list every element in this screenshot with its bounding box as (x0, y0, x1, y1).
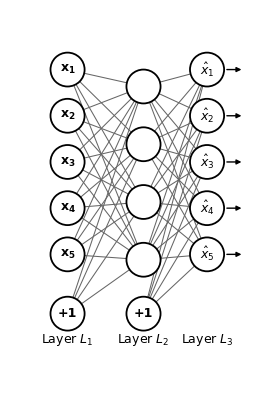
Circle shape (127, 297, 160, 330)
Circle shape (190, 145, 224, 179)
Text: $\mathbf{x_1}$: $\mathbf{x_1}$ (60, 63, 75, 76)
Circle shape (190, 191, 224, 225)
Circle shape (127, 70, 160, 104)
Circle shape (127, 185, 160, 219)
Text: Layer $L_3$: Layer $L_3$ (181, 332, 234, 348)
Circle shape (50, 145, 85, 179)
Circle shape (190, 238, 224, 271)
Text: $\hat{x}_2$: $\hat{x}_2$ (200, 107, 214, 125)
Text: $\hat{x}_3$: $\hat{x}_3$ (200, 153, 214, 171)
Circle shape (127, 127, 160, 161)
Text: $\hat{x}_4$: $\hat{x}_4$ (200, 199, 214, 217)
Circle shape (50, 297, 85, 330)
Text: $\mathbf{x_5}$: $\mathbf{x_5}$ (60, 248, 75, 261)
Circle shape (127, 243, 160, 277)
Text: +1: +1 (58, 307, 77, 320)
Text: $\mathbf{x_2}$: $\mathbf{x_2}$ (60, 109, 75, 122)
Text: Layer $L_2$: Layer $L_2$ (117, 332, 170, 348)
Text: Layer $L_1$: Layer $L_1$ (41, 332, 94, 348)
Circle shape (50, 53, 85, 86)
Text: $\mathbf{x_3}$: $\mathbf{x_3}$ (60, 156, 75, 168)
Text: $\hat{x}_5$: $\hat{x}_5$ (200, 245, 214, 264)
Circle shape (50, 99, 85, 133)
Circle shape (50, 191, 85, 225)
Circle shape (190, 53, 224, 86)
Text: $\mathbf{x_4}$: $\mathbf{x_4}$ (60, 202, 76, 215)
Text: $\hat{x}_1$: $\hat{x}_1$ (200, 60, 214, 79)
Text: +1: +1 (134, 307, 153, 320)
Circle shape (50, 238, 85, 271)
Circle shape (190, 99, 224, 133)
